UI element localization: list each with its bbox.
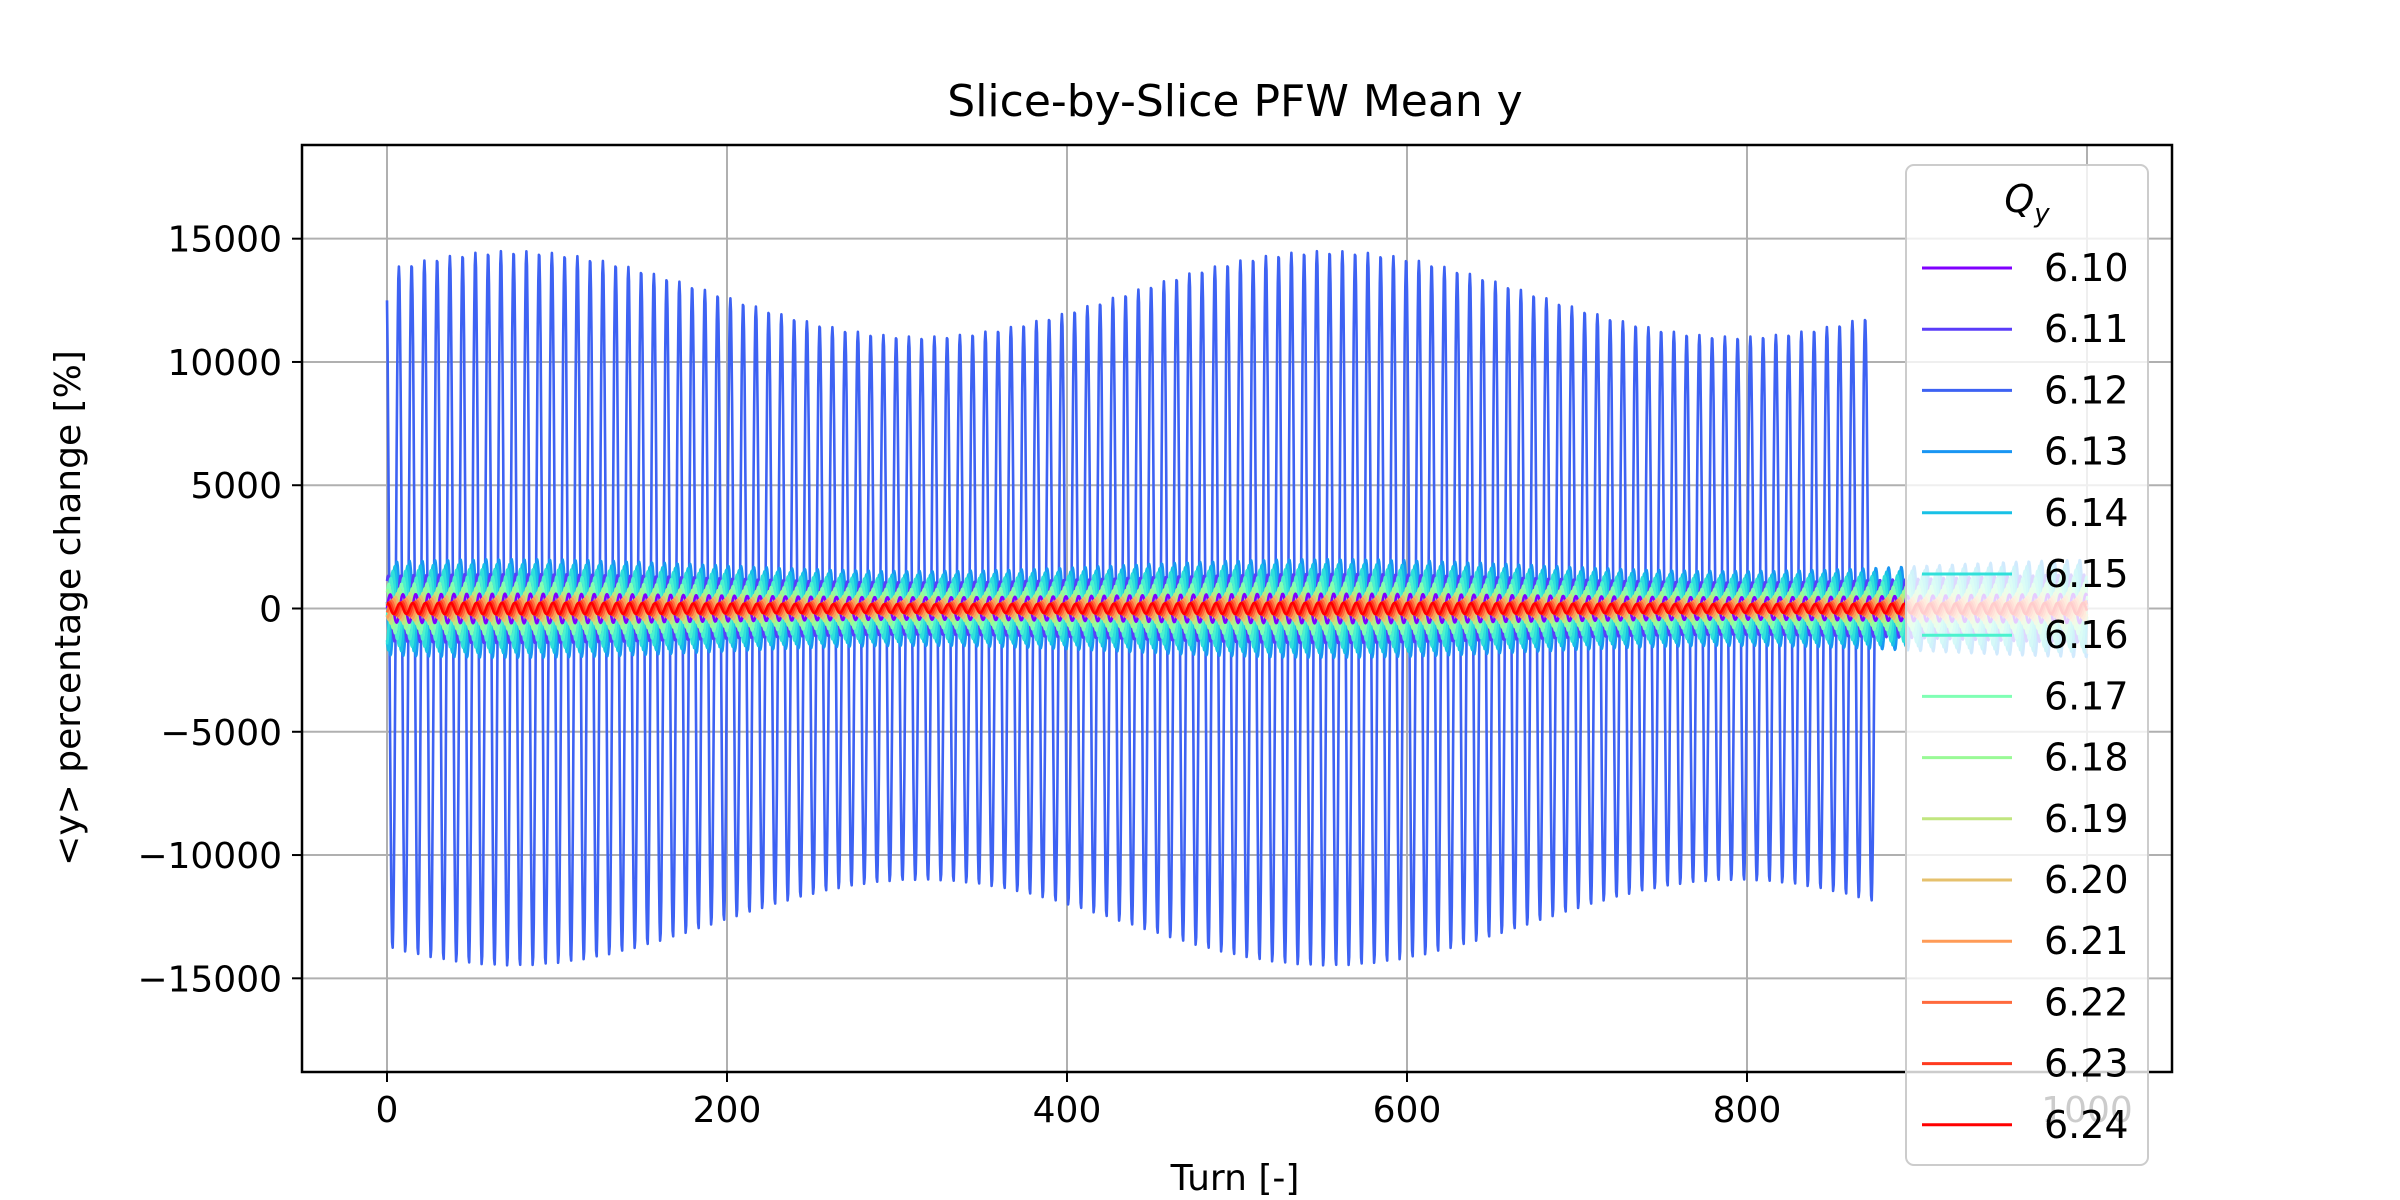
x-tick-label: 200	[693, 1090, 762, 1131]
legend-label-6.24: 6.24	[2044, 1103, 2129, 1147]
x-tick-label: 400	[1033, 1090, 1102, 1131]
chart-title: Slice-by-Slice PFW Mean y	[947, 76, 1522, 127]
x-axis-ticks: 02004006008001000	[376, 1072, 2133, 1131]
y-tick-label: 15000	[167, 220, 282, 261]
legend-entries: 6.10 6.11 6.12 6.13 6.14 6.15 6.16 6.17 6.18 6.19…	[1922, 246, 2129, 1147]
legend-box	[1905, 164, 2149, 1166]
legend-label-6.21: 6.21	[2044, 919, 2129, 963]
x-axis-label: Turn [-]	[1170, 1158, 1300, 1199]
legend-label-6.12: 6.12	[2044, 368, 2129, 412]
legend-label-6.11: 6.11	[2044, 307, 2129, 351]
legend-label-6.16: 6.16	[2044, 613, 2129, 657]
legend-label-6.14: 6.14	[2044, 491, 2129, 535]
series-line-6.14	[385, 562, 2089, 655]
series-line-6.24	[386, 601, 2089, 616]
legend-label-6.20: 6.20	[2044, 858, 2129, 902]
series-line-6.20	[385, 594, 2089, 623]
y-tick-label: −5000	[160, 713, 282, 754]
legend-label-6.23: 6.23	[2044, 1042, 2129, 1086]
legend: Qy 6.106.116.126.136.146.156.166.176.186…	[1905, 164, 2149, 1166]
y-axis-ticks: −15000 −10000 −5000 0 5000 10000 15000	[137, 220, 302, 1000]
y-axis-label: <y> percentage change [%]	[48, 350, 89, 866]
x-tick-label: 0	[376, 1090, 399, 1131]
y-tick-label: 5000	[190, 466, 282, 507]
y-tick-label: 0	[259, 590, 282, 631]
legend-label-6.13: 6.13	[2044, 430, 2129, 474]
legend-label-6.10: 6.10	[2044, 246, 2129, 290]
x-tick-label: 600	[1373, 1090, 1442, 1131]
series-lines	[385, 249, 2089, 967]
y-tick-label: −10000	[137, 836, 282, 877]
y-tick-label: 10000	[167, 343, 282, 384]
x-tick-label: 800	[1713, 1090, 1782, 1131]
legend-label-6.18: 6.18	[2044, 736, 2129, 780]
y-tick-label: −15000	[137, 959, 282, 1000]
legend-label-6.15: 6.15	[2044, 552, 2129, 596]
legend-title: Qy	[2004, 177, 2050, 229]
legend-label-6.22: 6.22	[2044, 980, 2129, 1024]
series-line-6.17	[385, 581, 2089, 636]
legend-label-6.19: 6.19	[2044, 797, 2129, 841]
series-line-6.12	[385, 249, 1876, 967]
legend-label-6.17: 6.17	[2044, 674, 2129, 718]
series-line-6.10	[385, 592, 2089, 625]
